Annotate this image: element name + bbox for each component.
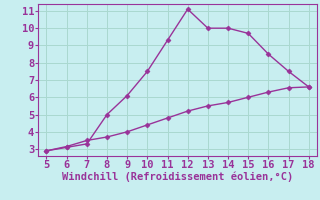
X-axis label: Windchill (Refroidissement éolien,°C): Windchill (Refroidissement éolien,°C) [62,172,293,182]
